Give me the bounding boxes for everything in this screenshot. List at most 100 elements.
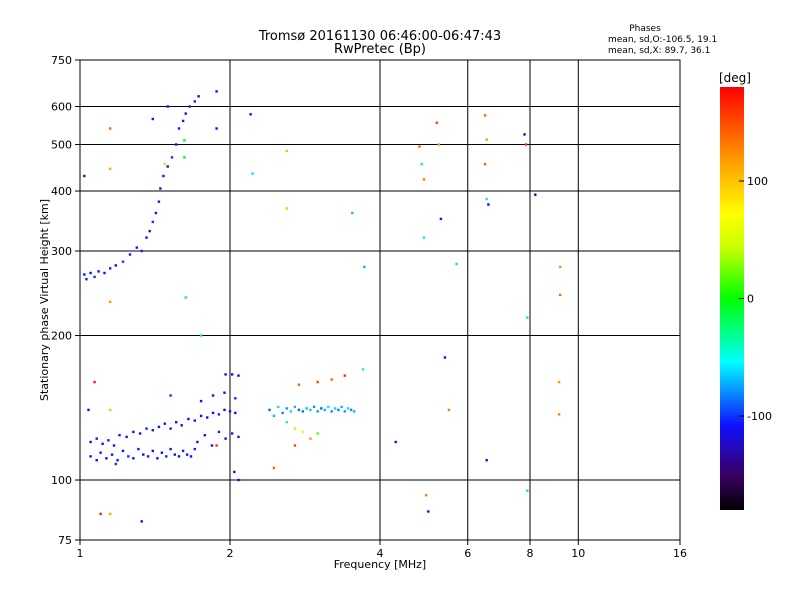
echo-point bbox=[151, 117, 154, 121]
echo-point bbox=[151, 429, 154, 432]
echo-point bbox=[316, 380, 319, 384]
echo-point bbox=[135, 246, 138, 249]
echo-point bbox=[109, 408, 112, 412]
echo-point bbox=[114, 264, 117, 267]
grid-lines bbox=[80, 60, 680, 540]
echo-point bbox=[145, 236, 148, 239]
echo-point bbox=[297, 383, 301, 386]
echo-point bbox=[159, 187, 162, 190]
echo-point bbox=[196, 440, 199, 444]
echo-point bbox=[132, 457, 135, 460]
echo-point bbox=[557, 380, 561, 384]
echo-point bbox=[353, 410, 356, 413]
y-tick-label: 400 bbox=[51, 185, 72, 198]
echo-point bbox=[323, 408, 326, 412]
y-tick-label: 300 bbox=[51, 245, 72, 258]
echo-point bbox=[487, 203, 490, 206]
colorbar-tick-label: 100 bbox=[747, 175, 768, 188]
echo-point bbox=[224, 437, 227, 440]
echo-point bbox=[183, 156, 186, 159]
echo-point bbox=[116, 459, 119, 462]
echo-point bbox=[211, 394, 215, 397]
echo-point bbox=[140, 249, 143, 253]
echo-point bbox=[215, 90, 218, 93]
echo-point bbox=[340, 405, 343, 409]
echo-point bbox=[93, 275, 96, 279]
echo-point bbox=[175, 421, 178, 424]
echo-point bbox=[327, 405, 330, 409]
echo-point bbox=[559, 293, 562, 297]
echo-point bbox=[197, 95, 200, 98]
echo-point bbox=[439, 217, 443, 221]
echo-point bbox=[89, 440, 92, 444]
x-tick-label: 2 bbox=[227, 547, 234, 560]
echo-point bbox=[485, 138, 488, 141]
echo-point bbox=[203, 434, 206, 437]
echo-point bbox=[87, 408, 90, 412]
echo-point bbox=[184, 296, 187, 299]
echo-points bbox=[83, 90, 562, 523]
echo-point bbox=[285, 207, 288, 210]
echo-point bbox=[156, 457, 159, 460]
echo-point bbox=[281, 411, 284, 415]
echo-point bbox=[251, 172, 254, 175]
echo-point bbox=[138, 432, 142, 435]
chart-title: Tromsø 20161130 06:46:00-06:47:43 bbox=[258, 29, 501, 44]
plot-frame bbox=[79, 59, 681, 541]
echo-point bbox=[181, 119, 185, 123]
echo-point bbox=[524, 143, 528, 146]
x-tick-label: 4 bbox=[377, 547, 384, 560]
echo-point bbox=[485, 459, 488, 462]
echo-point bbox=[114, 462, 117, 466]
echo-point bbox=[268, 408, 271, 412]
y-tick-label: 100 bbox=[51, 474, 72, 487]
echo-point bbox=[305, 407, 308, 410]
echo-point bbox=[285, 421, 288, 424]
y-tick-label: 500 bbox=[51, 139, 72, 152]
echo-point bbox=[148, 229, 151, 233]
echo-point bbox=[157, 425, 161, 429]
echo-point bbox=[231, 373, 234, 376]
echo-point bbox=[523, 133, 526, 136]
echo-point bbox=[215, 127, 218, 130]
echo-point bbox=[277, 405, 280, 409]
echo-point bbox=[435, 121, 438, 124]
echo-point bbox=[95, 459, 98, 462]
x-tick-label: 6 bbox=[464, 547, 471, 560]
x-tick-label: 8 bbox=[527, 547, 534, 560]
echo-point bbox=[293, 405, 297, 409]
echo-point bbox=[234, 411, 237, 415]
echo-point bbox=[107, 439, 110, 442]
echo-point bbox=[285, 149, 288, 153]
y-tick-label: 200 bbox=[51, 330, 72, 343]
echo-point bbox=[394, 440, 397, 444]
echo-point bbox=[526, 316, 529, 319]
echo-point bbox=[181, 449, 185, 453]
echo-point bbox=[309, 408, 312, 412]
echo-point bbox=[89, 271, 92, 275]
echo-point bbox=[346, 407, 350, 410]
echo-point bbox=[199, 334, 203, 337]
echo-point bbox=[193, 100, 196, 103]
echo-point bbox=[351, 211, 354, 215]
echo-point bbox=[118, 434, 121, 437]
echo-point bbox=[363, 265, 366, 269]
echo-point bbox=[199, 414, 203, 418]
echo-point bbox=[309, 437, 312, 440]
echo-point bbox=[83, 273, 86, 276]
echo-point bbox=[142, 453, 145, 456]
echo-point bbox=[557, 413, 561, 416]
echo-point bbox=[199, 399, 203, 403]
phases-title: Phases bbox=[629, 24, 661, 34]
echo-point bbox=[534, 193, 537, 196]
echo-point bbox=[137, 447, 140, 451]
echo-point bbox=[343, 374, 346, 377]
echo-point bbox=[217, 430, 221, 434]
echo-point bbox=[443, 356, 447, 359]
echo-point bbox=[132, 430, 135, 434]
echo-point bbox=[109, 300, 112, 304]
echo-point bbox=[93, 380, 96, 384]
x-tick-label: 16 bbox=[673, 547, 687, 560]
echo-point bbox=[193, 447, 196, 451]
